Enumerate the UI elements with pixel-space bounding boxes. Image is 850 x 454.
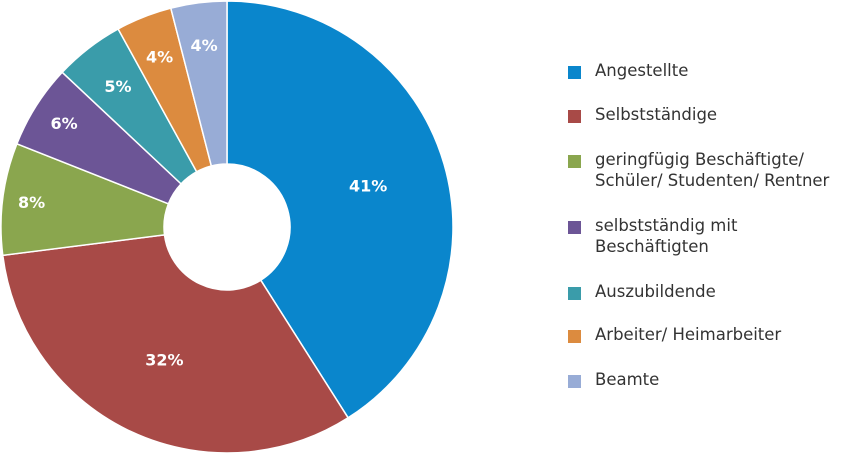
legend-swatch: [568, 110, 581, 123]
slice-value-label: 4%: [146, 47, 173, 66]
pie-slice: [226, 0, 454, 419]
legend-label: selbstständig mit Beschäftigten: [595, 216, 738, 256]
legend-label: geringfügig Beschäftigte/ Schüler/ Stude…: [595, 150, 830, 190]
legend-item: Angestellte: [568, 60, 688, 81]
legend-item: Arbeiter/ Heimarbeiter: [568, 324, 781, 345]
legend-swatch: [568, 330, 581, 343]
legend-label: Selbstständige: [595, 105, 718, 124]
legend-swatch: [568, 155, 581, 168]
slice-value-label: 41%: [349, 176, 387, 195]
legend-swatch: [568, 221, 581, 234]
slice-value-label: 6%: [50, 114, 77, 133]
donut-chart: 41% 32% 8% 6% 5% 4% 4%: [0, 0, 454, 454]
slice-value-label: 5%: [104, 77, 131, 96]
slice-value-label: 32%: [145, 351, 183, 370]
slice-value-label: 4%: [190, 36, 217, 55]
slice-value-label: 8%: [18, 193, 45, 212]
legend-item: geringfügig Beschäftigte/ Schüler/ Stude…: [568, 149, 829, 191]
legend-label: Arbeiter/ Heimarbeiter: [595, 325, 782, 344]
legend-swatch: [568, 66, 581, 79]
pie-slice: [169, 0, 228, 167]
legend-item: Auszubildende: [568, 281, 716, 302]
legend-swatch: [568, 375, 581, 388]
legend-label: Angestellte: [595, 61, 689, 80]
legend-label: Beamte: [595, 370, 660, 389]
legend-item: selbstständig mit Beschäftigten: [568, 215, 737, 257]
legend-swatch: [568, 287, 581, 300]
legend-item: Selbstständige: [568, 104, 717, 125]
pie-slice: [0, 142, 170, 257]
pie-slice: [1, 234, 350, 454]
legend-item: Beamte: [568, 369, 659, 390]
legend-label: Auszubildende: [595, 282, 716, 301]
